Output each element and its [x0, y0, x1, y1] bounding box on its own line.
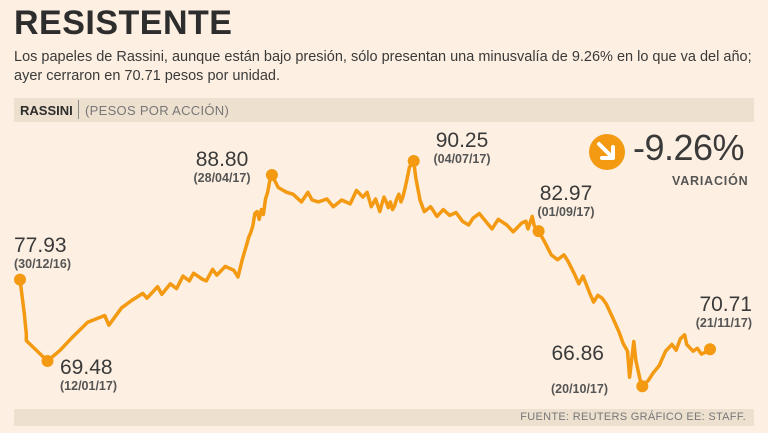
separator: [78, 100, 79, 119]
annotation-date: (20/10/17): [551, 382, 608, 396]
annotation-point: [636, 380, 649, 393]
annotation-point: [41, 355, 54, 367]
source-credit: FUENTE: REUTERS GRÁFICO EE: STAFF.: [520, 411, 746, 423]
annotation-date: (12/01/17): [60, 379, 117, 393]
annotation-value: 90.25: [436, 129, 489, 152]
annotation-date: (28/04/17): [194, 171, 251, 185]
annotation-date: (04/07/17): [434, 152, 491, 166]
annotation-value: 69.48: [60, 356, 113, 379]
stock-units: (PESOS POR ACCIÓN): [85, 103, 230, 118]
annotation-value: 70.71: [699, 293, 752, 316]
arrow-down-right-icon: [589, 134, 625, 170]
chart-title: RESISTENTE: [14, 4, 233, 42]
variation-label: VARIACIÓN: [672, 174, 749, 188]
annotation-date: (30/12/16): [14, 257, 71, 271]
annotation-value: 82.97: [540, 182, 593, 205]
source-bar: FUENTE: REUTERS GRÁFICO EE: STAFF.: [14, 409, 754, 426]
annotation-point: [532, 225, 545, 238]
stock-name: RASSINI: [20, 103, 73, 118]
annotation-value: 88.80: [196, 148, 249, 171]
annotation-point: [704, 343, 716, 356]
annotation-point: [14, 273, 26, 286]
annotation-point: [265, 169, 278, 181]
chart-subtitle: Los papeles de Rassini, aunque están baj…: [14, 49, 752, 84]
annotation-date: (21/11/17): [696, 316, 752, 330]
price-line: [18, 159, 712, 388]
annotation-date: (01/09/17): [538, 205, 595, 219]
annotation-value: 66.86: [551, 342, 604, 365]
annotation-value: 77.93: [14, 234, 67, 257]
variation-value: -9.26%: [633, 127, 745, 168]
stock-header-bar: RASSINI (PESOS POR ACCIÓN): [14, 98, 754, 122]
annotation-point: [407, 155, 420, 167]
